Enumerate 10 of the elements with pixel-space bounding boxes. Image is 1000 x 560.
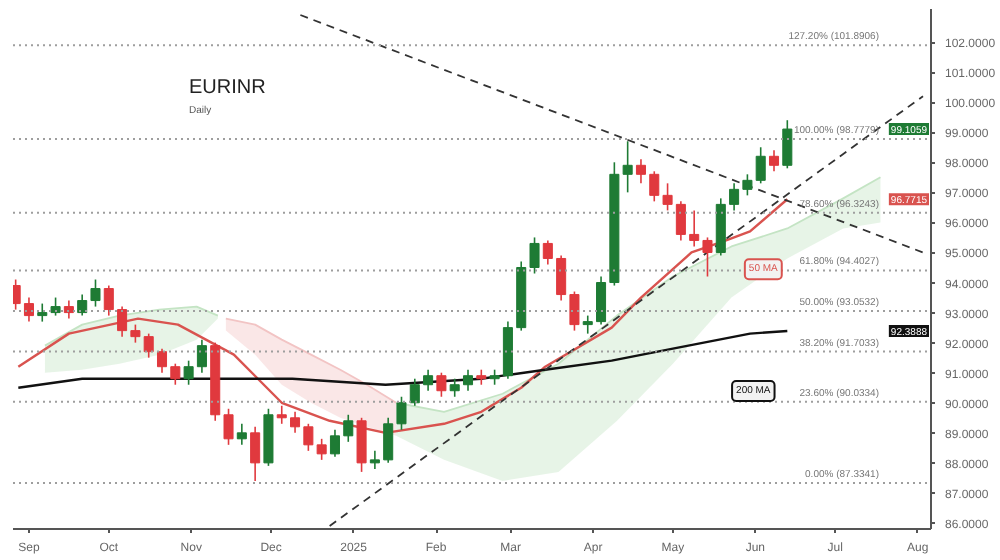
- candlestick: [782, 119, 793, 170]
- candlestick: [436, 371, 447, 398]
- line-series: [44, 305, 219, 347]
- candlestick: [768, 149, 780, 173]
- line-series: [17, 329, 789, 389]
- candlestick: [356, 416, 367, 473]
- candlestick: [223, 407, 234, 446]
- candlestick: [250, 426, 261, 482]
- text: EURINR: [189, 77, 266, 99]
- candlestick: [236, 423, 247, 446]
